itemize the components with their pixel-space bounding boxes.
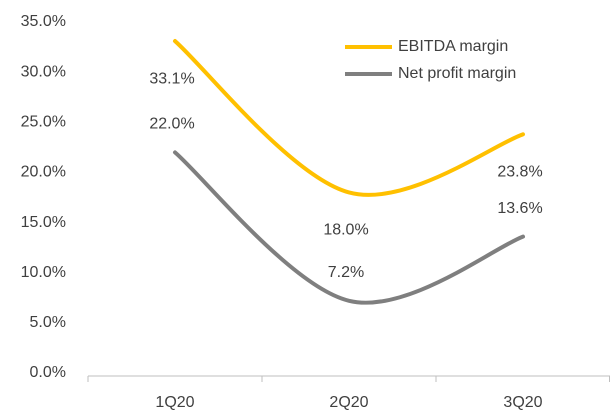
data-label: 7.2%: [328, 264, 364, 281]
y-tick-label: 35.0%: [21, 13, 66, 30]
data-label: 22.0%: [149, 116, 194, 133]
data-label: 23.8%: [497, 164, 542, 181]
data-label: 13.6%: [497, 200, 542, 217]
legend-label: Net profit margin: [398, 65, 516, 82]
y-tick-label: 25.0%: [21, 114, 66, 131]
x-tick-label: 1Q20: [155, 394, 194, 411]
y-tick-label: 0.0%: [30, 364, 66, 381]
data-label: 33.1%: [149, 70, 194, 87]
y-tick-label: 10.0%: [21, 264, 66, 281]
legend-label: EBITDA margin: [398, 38, 508, 55]
line-series: [173, 150, 525, 305]
y-tick-label: 5.0%: [30, 314, 66, 331]
y-tick-label: 20.0%: [21, 164, 66, 181]
x-tick-label: 3Q20: [503, 394, 542, 411]
y-tick-label: 15.0%: [21, 214, 66, 231]
line-series: [173, 39, 525, 197]
y-tick-label: 30.0%: [21, 63, 66, 80]
x-tick-label: 2Q20: [329, 394, 368, 411]
data-label: 18.0%: [323, 222, 368, 239]
